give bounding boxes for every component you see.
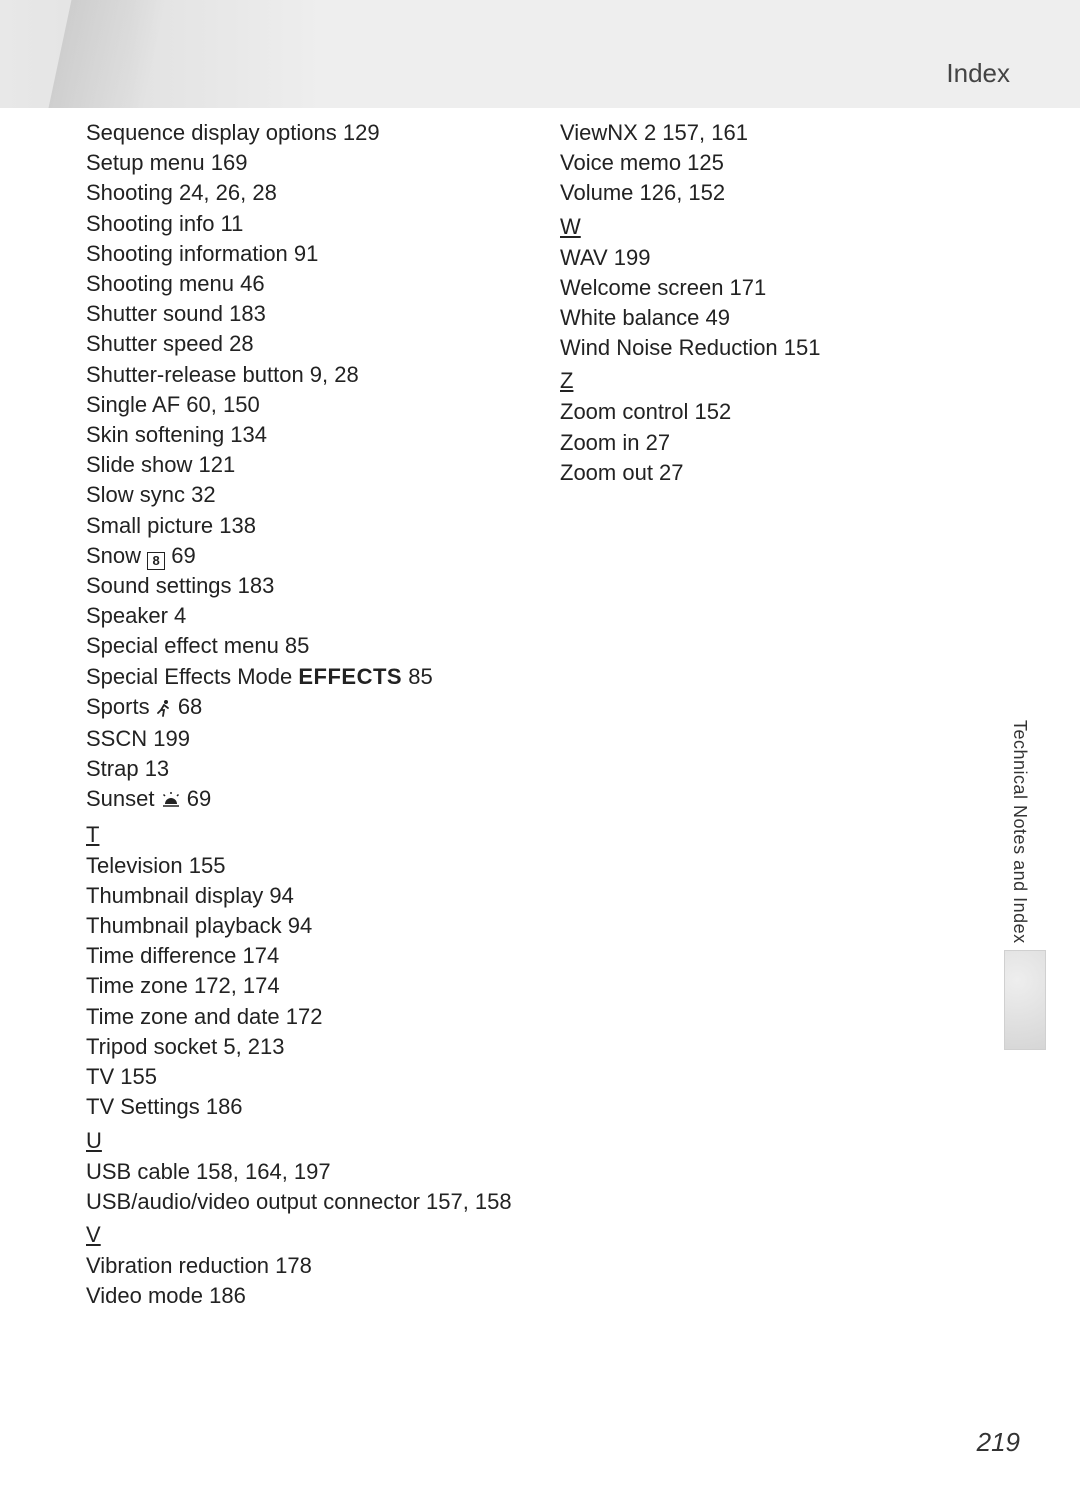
index-entry: SSCN 199	[86, 724, 520, 754]
index-entry: Welcome screen 171	[560, 273, 994, 303]
index-section-letter: T	[86, 819, 520, 851]
index-entry: Vibration reduction 178	[86, 1251, 520, 1281]
index-entry: Television 155	[86, 851, 520, 881]
index-section-letter: U	[86, 1125, 520, 1157]
index-entry: TV 155	[86, 1062, 520, 1092]
index-content: Sequence display options 129Setup menu 1…	[86, 118, 994, 1311]
index-entry: White balance 49	[560, 303, 994, 333]
index-entry: Slide show 121	[86, 450, 520, 480]
index-entry: TV Settings 186	[86, 1092, 520, 1122]
index-entry: Tripod socket 5, 213	[86, 1032, 520, 1062]
index-entry: Sports 68	[86, 692, 520, 724]
index-entry: Thumbnail display 94	[86, 881, 520, 911]
index-entry: WAV 199	[560, 243, 994, 273]
index-entry: Time zone and date 172	[86, 1002, 520, 1032]
index-entry: USB cable 158, 164, 197	[86, 1157, 520, 1187]
index-entry: Strap 13	[86, 754, 520, 784]
index-section-letter: V	[86, 1219, 520, 1251]
index-column-right: ViewNX 2 157, 161Voice memo 125Volume 12…	[560, 118, 994, 1311]
effects-mode-label: EFFECTS	[298, 664, 402, 689]
index-section-letter: Z	[560, 365, 994, 397]
page-number: 219	[977, 1427, 1020, 1458]
index-entry: Volume 126, 152	[560, 178, 994, 208]
index-entry: Shooting information 91	[86, 239, 520, 269]
snow-icon: 8	[147, 552, 165, 570]
side-section-label: Technical Notes and Index	[1009, 720, 1030, 944]
index-entry: Zoom out 27	[560, 458, 994, 488]
index-entry: Shooting 24, 26, 28	[86, 178, 520, 208]
index-entry: Sound settings 183	[86, 571, 520, 601]
index-entry: Video mode 186	[86, 1281, 520, 1311]
index-entry: Wind Noise Reduction 151	[560, 333, 994, 363]
index-entry: Voice memo 125	[560, 148, 994, 178]
index-column-left: Sequence display options 129Setup menu 1…	[86, 118, 520, 1311]
index-entry: Time difference 174	[86, 941, 520, 971]
index-entry: Thumbnail playback 94	[86, 911, 520, 941]
index-entry: Small picture 138	[86, 511, 520, 541]
header-bar: Index	[0, 0, 1080, 108]
index-entry: Zoom control 152	[560, 397, 994, 427]
index-entry: Shooting menu 46	[86, 269, 520, 299]
index-entry: Shooting info 11	[86, 209, 520, 239]
index-entry: Special Effects Mode EFFECTS 85	[86, 662, 520, 692]
index-entry: Special effect menu 85	[86, 631, 520, 661]
index-entry: Sequence display options 129	[86, 118, 520, 148]
index-entry: Skin softening 134	[86, 420, 520, 450]
index-entry: Single AF 60, 150	[86, 390, 520, 420]
header-title: Index	[946, 58, 1010, 89]
index-entry: Shutter-release button 9, 28	[86, 360, 520, 390]
index-entry: Speaker 4	[86, 601, 520, 631]
index-entry: Shutter sound 183	[86, 299, 520, 329]
page-fold-shadow	[49, 0, 192, 108]
index-section-letter: W	[560, 211, 994, 243]
index-entry: Shutter speed 28	[86, 329, 520, 359]
index-entry: USB/audio/video output connector 157, 15…	[86, 1187, 520, 1217]
index-entry: ViewNX 2 157, 161	[560, 118, 994, 148]
index-entry: Slow sync 32	[86, 480, 520, 510]
index-entry: Setup menu 169	[86, 148, 520, 178]
sports-icon	[156, 699, 172, 719]
index-entry: Zoom in 27	[560, 428, 994, 458]
index-entry: Time zone 172, 174	[86, 971, 520, 1001]
index-entry: Snow 8 69	[86, 541, 520, 571]
sunset-icon	[161, 791, 181, 811]
side-thumb-tab	[1004, 950, 1046, 1050]
index-entry: Sunset 69	[86, 784, 520, 816]
